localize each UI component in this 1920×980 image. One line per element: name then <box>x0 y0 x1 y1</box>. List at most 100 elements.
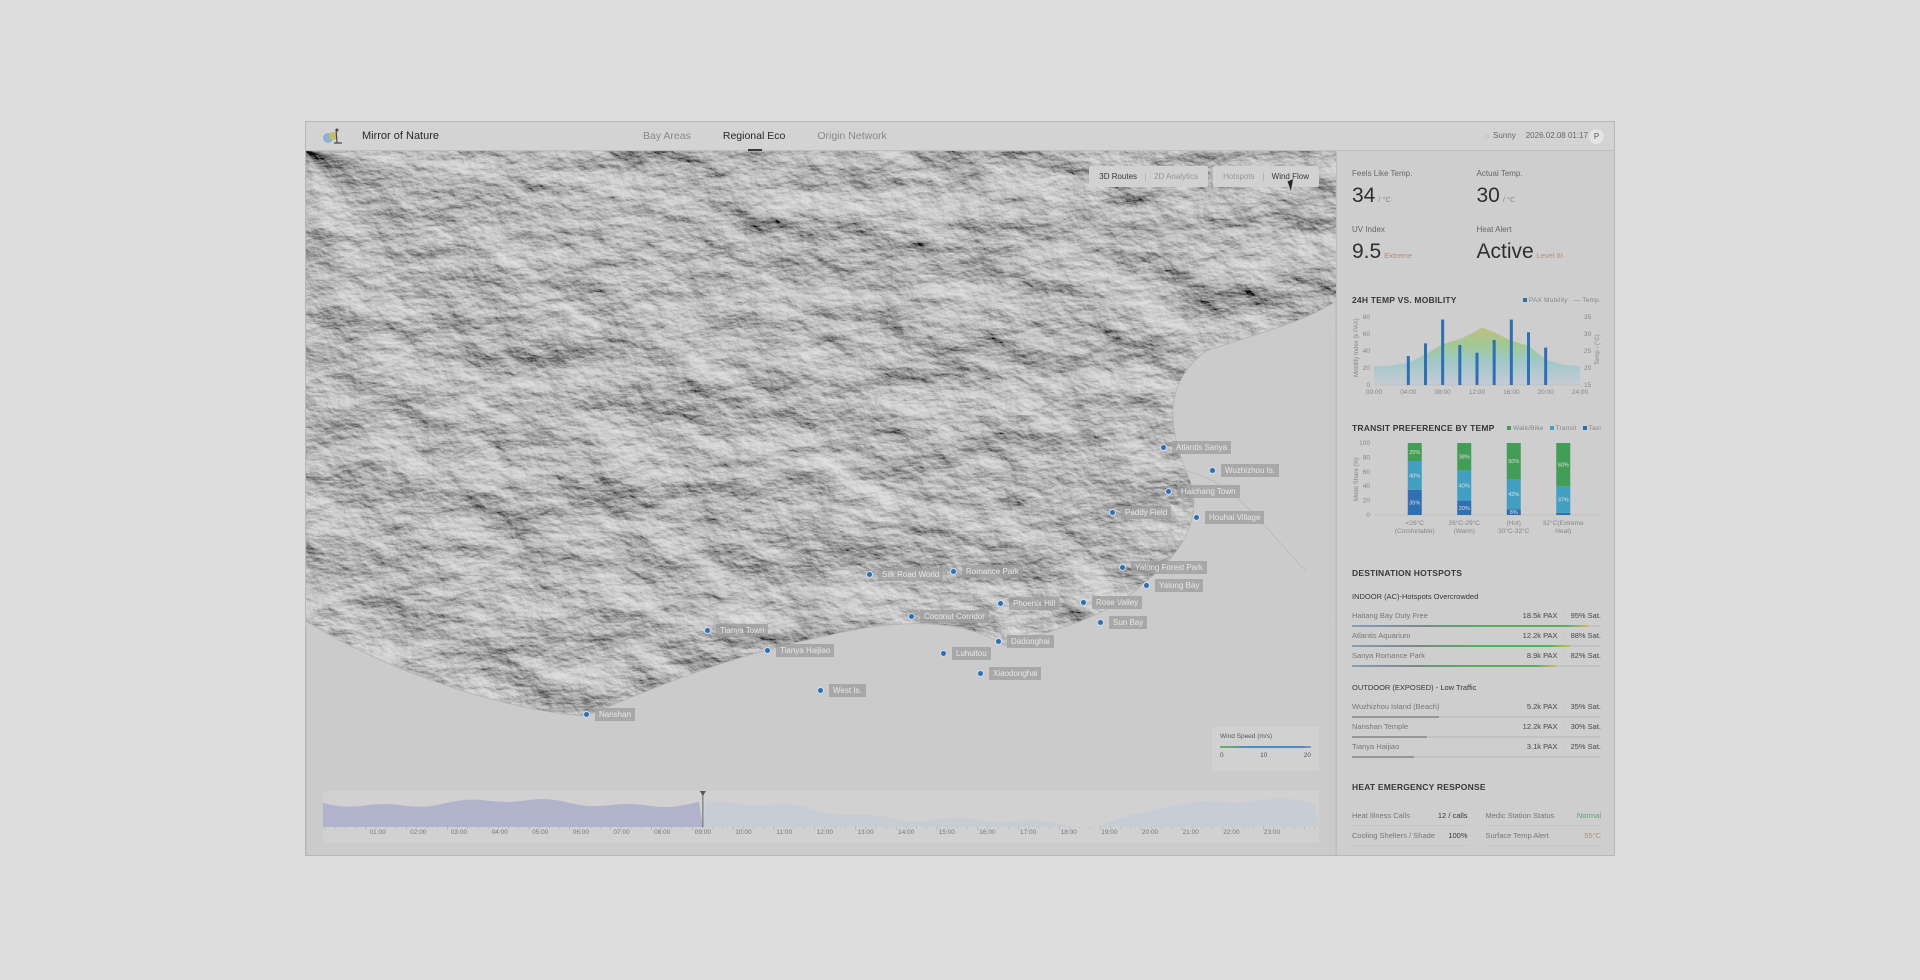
timeline-tick: 12:00 <box>816 829 833 836</box>
pin-dot-icon <box>1119 564 1126 571</box>
logo-icon <box>323 128 342 144</box>
pin-label: Tianya Town <box>716 624 769 637</box>
map-pin[interactable]: Haichang Town <box>1165 485 1240 498</box>
hotspot-pax: 5.2k PAX <box>1526 702 1558 711</box>
category-label: <26°C <box>1406 519 1425 527</box>
category-label: (Hot) <box>1507 520 1521 527</box>
timeline-tick: 05:00 <box>532 829 549 836</box>
y2-tick-label: 20 <box>1584 365 1592 372</box>
route-mode-toggle: 3D Routes 2D Analytics <box>1089 166 1209 187</box>
map-pin[interactable]: Xiaodonghai <box>977 667 1042 680</box>
tab-regional-eco[interactable]: Regional Eco <box>723 122 785 151</box>
map-pin[interactable]: Sun Bay <box>1097 616 1148 629</box>
emergency-row: Surface Temp Alert 55°C <box>1485 826 1601 846</box>
pin-dot-icon <box>1209 467 1216 474</box>
hotspot-row[interactable]: Sanya Romance Park 8.9k PAX 82% Sat. <box>1352 649 1601 669</box>
saturation-bar <box>1352 736 1601 738</box>
hotspot-row[interactable]: Wuzhizhou Island (Beach) 5.2k PAX 35% Sat. <box>1352 700 1601 720</box>
y-axis-label: Mode Share (%) <box>1354 457 1360 501</box>
legend-temp: — Temp. <box>1573 296 1601 304</box>
map-pin[interactable]: Houhai Village <box>1193 511 1265 524</box>
pin-dot-icon <box>764 647 771 654</box>
map-pin[interactable]: Nanshan <box>583 708 636 721</box>
x-tick-label: 24:00 <box>1572 389 1589 396</box>
timeline-chart <box>323 791 1319 830</box>
kpi-actual-temp: Actual Temp. 30/ °C <box>1477 169 1602 225</box>
hotspot-row[interactable]: Atlantis Aquarium 12.2k PAX 88% Sat. <box>1352 629 1601 649</box>
map-pin[interactable]: Dadonghai <box>995 635 1054 648</box>
hotspot-row[interactable]: Tianya Haijiao 3.1k PAX 25% Sat. <box>1352 740 1601 760</box>
timeline-scrubber[interactable]: 01:00 02:00 03:00 04:00 05:00 06:00 07:00 08:00… <box>323 791 1319 843</box>
outdoor-subtitle: OUTDOOR (EXPOSED) - Low Traffic <box>1352 683 1477 692</box>
hotspot-row[interactable]: Nanshan Temple 12.2k PAX 30% Sat. <box>1352 720 1601 740</box>
pin-label: Coconut Corridor <box>920 610 989 623</box>
map-pin[interactable]: Yalong Forest Park <box>1119 561 1207 574</box>
layer-toggle: Hotspots Wind Flow <box>1213 166 1319 187</box>
stacked-bar-segment <box>1506 443 1521 479</box>
map-pin[interactable]: Paddy Field <box>1109 506 1172 519</box>
y-tick-label: 40 <box>1363 348 1371 355</box>
timeline-tick: 14:00 <box>898 829 915 836</box>
segment-label: 8% <box>1510 510 1518 516</box>
mobility-bar <box>1441 319 1445 385</box>
pin-dot-icon <box>817 687 824 694</box>
map-pin[interactable]: Tianya Haijiao <box>764 644 835 657</box>
toggle-3d-routes[interactable]: 3D Routes <box>1099 172 1138 181</box>
tab-bay-areas[interactable]: Bay Areas <box>643 130 691 142</box>
kpi-label: Feels Like Temp. <box>1352 169 1413 178</box>
saturation-bar <box>1352 665 1601 667</box>
map-pin[interactable]: West Is. <box>817 684 866 697</box>
y2-tick-label: 25 <box>1584 348 1592 355</box>
timeline-tick: 09:00 <box>694 829 712 836</box>
map-pin[interactable]: Romance Park <box>950 565 1023 578</box>
map-pin[interactable]: Tianya Town <box>704 624 769 637</box>
pin-label: Yalong Bay <box>1155 579 1204 592</box>
y-tick-label: 80 <box>1363 454 1371 461</box>
stacked-bar-segment <box>1407 489 1422 515</box>
pin-dot-icon <box>583 711 590 718</box>
emergency-value: 100% <box>1448 831 1468 840</box>
hotspot-pax: 8.9k PAX <box>1526 651 1558 660</box>
stacked-bar-segment <box>1407 461 1422 490</box>
timeline-tick: 16:00 <box>979 829 996 836</box>
emergency-row: Cooling Shelters / Shade 100% <box>1352 826 1468 846</box>
emergency-title: HEAT EMERGENCY RESPONSE <box>1352 782 1486 792</box>
timeline-tick: 15:00 <box>938 829 955 836</box>
pin-label: Rose Valley <box>1092 596 1143 609</box>
emergency-value: 55°C <box>1584 831 1601 840</box>
y-axis-label: Mobility Index (k PAX) <box>1354 318 1360 377</box>
wind-speed-legend: Wind Speed (m/s) 0 10 20 <box>1212 727 1319 771</box>
hotspot-saturation: 95% Sat. <box>1570 611 1601 620</box>
legend-label: Temp. <box>1582 296 1601 304</box>
avatar[interactable]: P <box>1589 129 1604 144</box>
map-pin[interactable]: Atlantis Sanya <box>1160 441 1232 454</box>
hotspot-row[interactable]: Haitang Bay Duty Free 18.5k PAX 95% Sat. <box>1352 609 1601 629</box>
pin-dot-icon <box>866 571 873 578</box>
pin-label: Phoenix Hill <box>1009 597 1060 610</box>
map-pin[interactable]: Wuzhizhou Is. <box>1209 464 1280 477</box>
map-view[interactable]: 3D Routes 2D Analytics Hotspots Wind Flo… <box>306 151 1336 855</box>
kpi-unit: Level III <box>1536 251 1563 260</box>
map-pin[interactable]: Phoenix Hill <box>997 597 1060 610</box>
kpi-unit: Extreme <box>1384 251 1413 260</box>
map-pin[interactable]: Rose Valley <box>1080 596 1143 609</box>
app-window: Mirror of Nature Bay Areas Regional Eco … <box>305 121 1615 856</box>
toggle-2d-analytics[interactable]: 2D Analytics <box>1154 172 1199 181</box>
playhead-handle-icon[interactable] <box>699 791 706 796</box>
map-pin[interactable]: Yalong Bay <box>1143 579 1204 592</box>
map-pin[interactable]: Coconut Corridor <box>908 610 989 623</box>
pin-label: Dadonghai <box>1007 635 1054 648</box>
map-pin[interactable]: Luhuitou <box>940 647 991 660</box>
map-pin[interactable]: Silk Road World <box>866 568 944 581</box>
hotspot-pax: 12.2k PAX <box>1522 631 1558 640</box>
tab-origin-network[interactable]: Origin Network <box>817 130 887 142</box>
hotspot-saturation: 35% Sat. <box>1570 702 1601 711</box>
y2-tick-label: 30 <box>1584 331 1592 338</box>
timeline-tick: 19:00 <box>1101 829 1118 836</box>
temp-mobility-chart: 0 20 40 60 80 15 20 25 30 35 00:00 04:00 08:00 12:00 1… <box>1354 314 1601 396</box>
kpi-value: 9.5 <box>1352 240 1382 263</box>
toggle-wind-flow[interactable]: Wind Flow <box>1271 172 1309 181</box>
toggle-hotspots[interactable]: Hotspots <box>1223 172 1255 181</box>
chart-title: 24H TEMP VS. MOBILITY <box>1352 295 1457 305</box>
segment-label: 37% <box>1558 498 1569 504</box>
